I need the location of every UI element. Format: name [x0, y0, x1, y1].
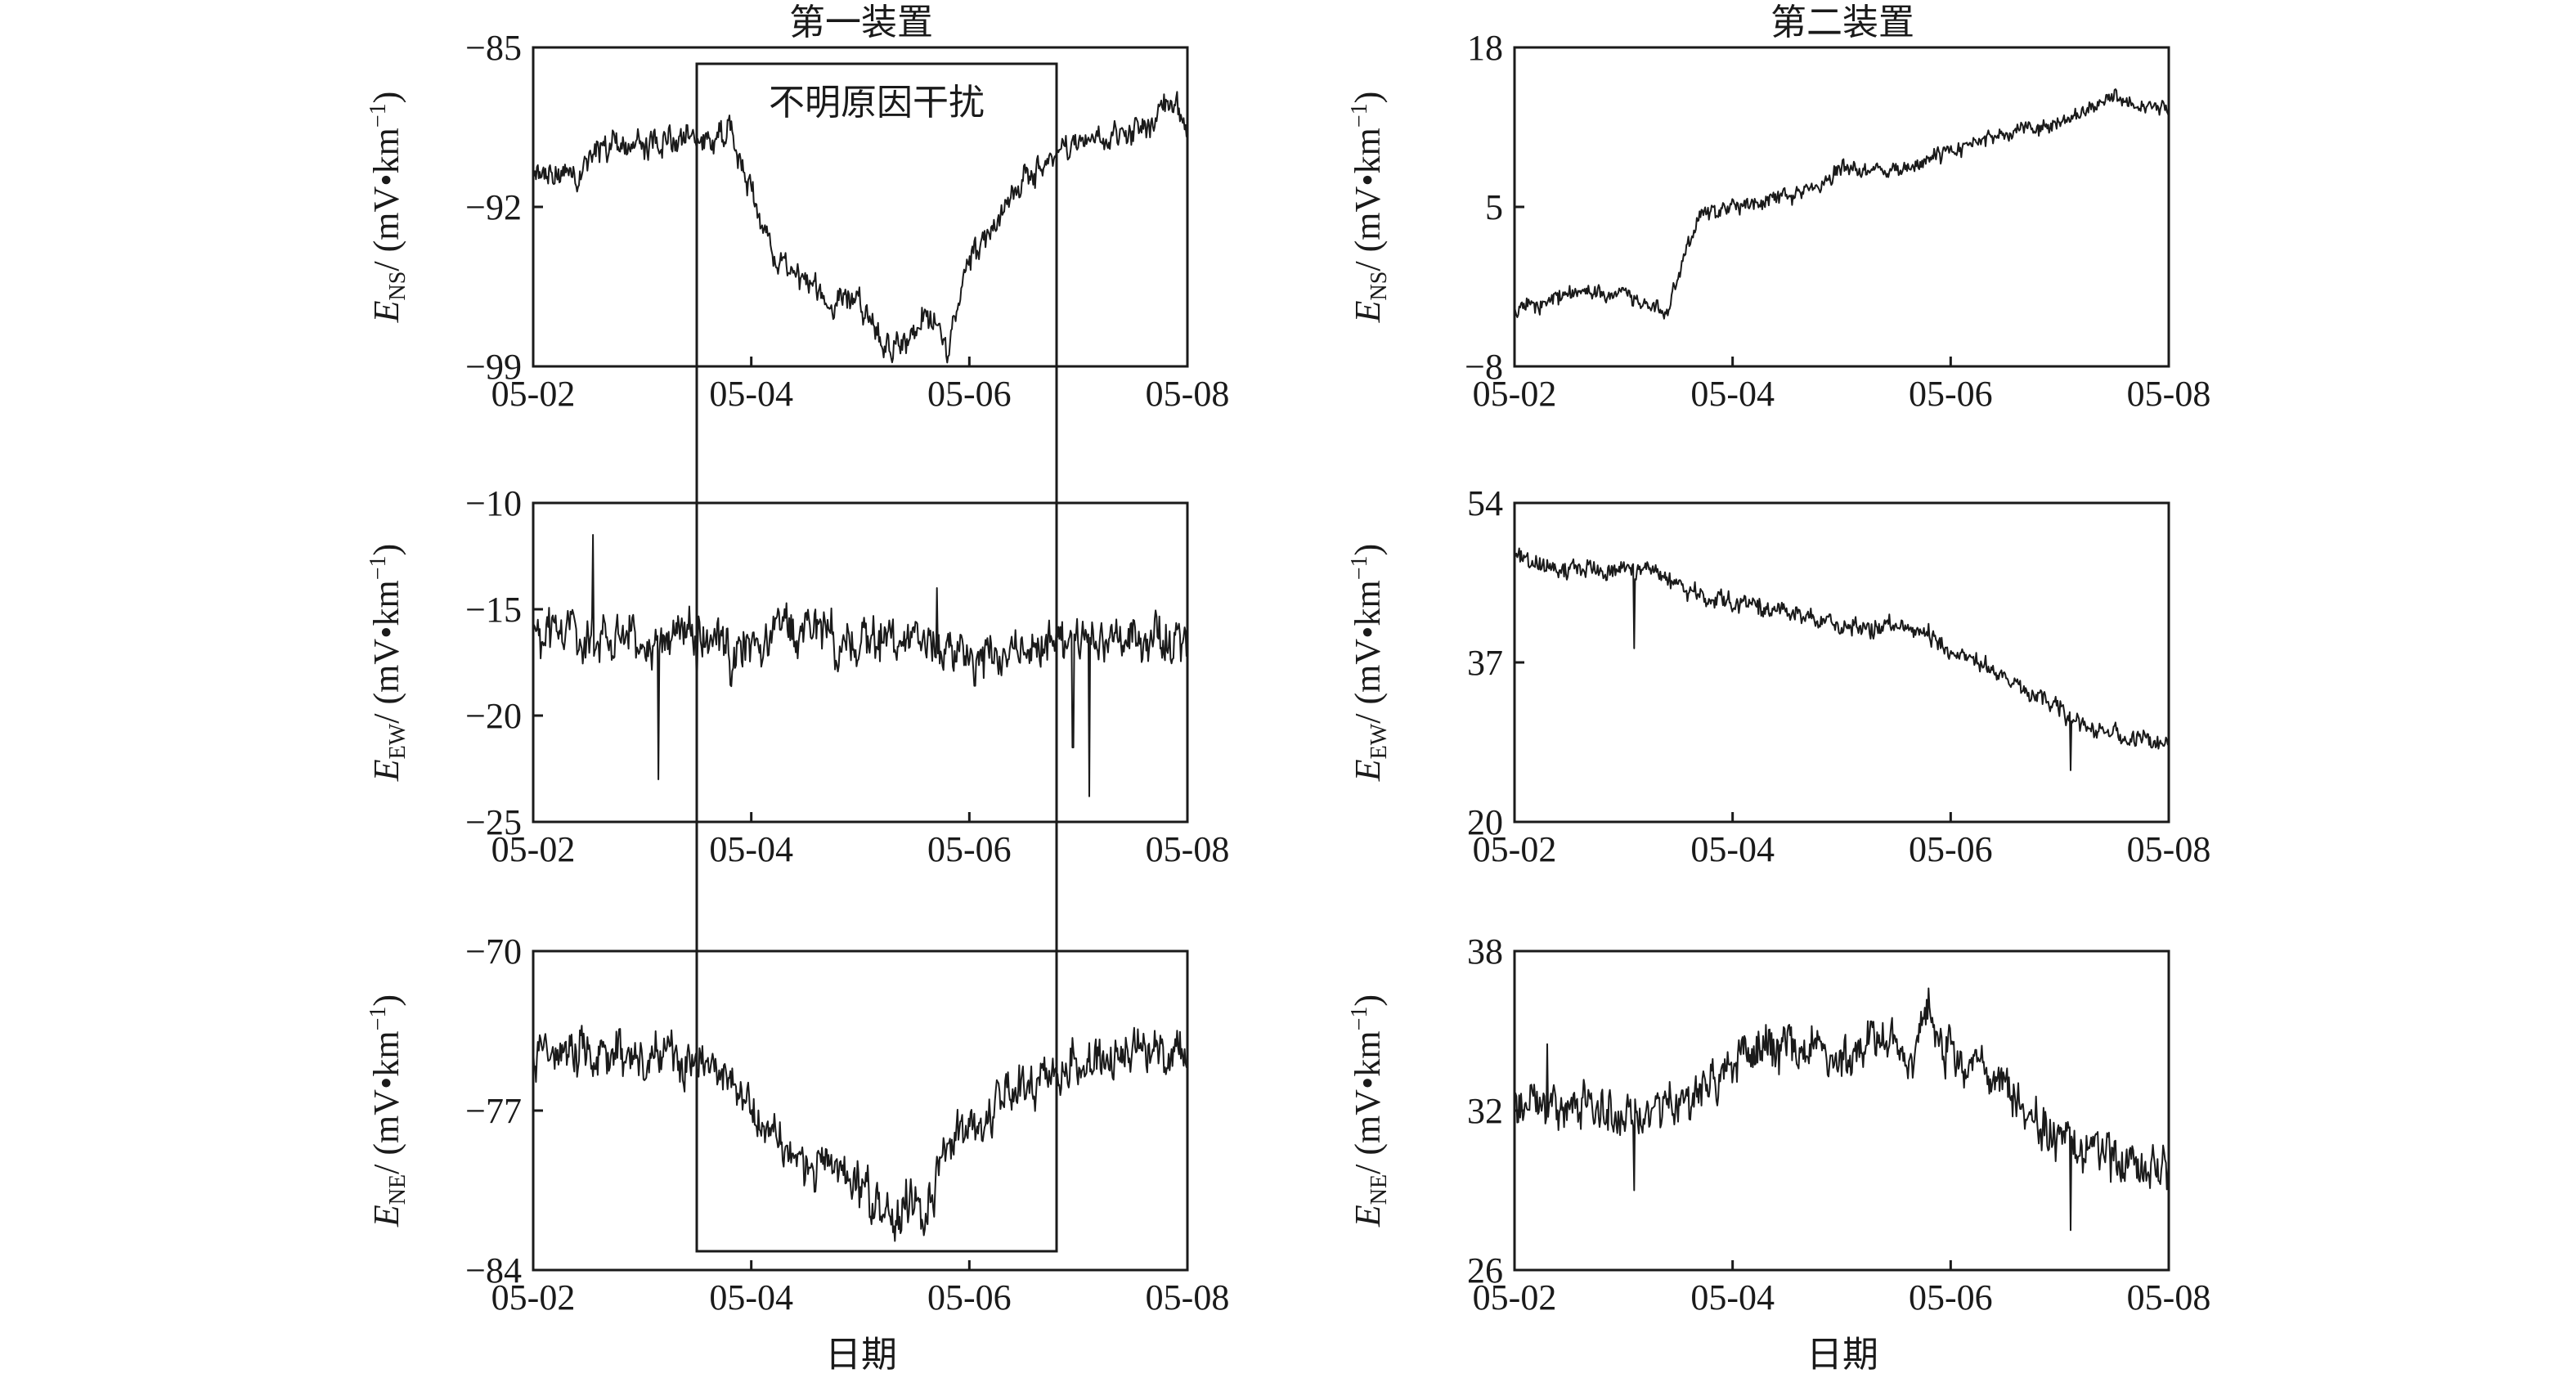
x-tick-label-dev1-ns: 05-06	[927, 374, 1012, 414]
series-line-dev2-ew	[1514, 547, 2170, 771]
column-title-device-1: 第一装置	[789, 2, 933, 43]
x-tick-label-dev1-ew: 05-08	[1146, 829, 1230, 869]
y-axis-label-dev1-ew: EEW/ (mV•km−1)	[366, 544, 411, 782]
x-tick-label-dev2-ew: 05-06	[1909, 829, 1993, 869]
y-tick-label-dev1-ne: −84	[465, 1250, 522, 1290]
y-tick-label-dev1-ew: −25	[465, 802, 522, 842]
x-tick-label-dev2-ew: 05-02	[1473, 829, 1557, 869]
panel-dev2-ns: 18 5 −805-02 05-04 05-06 05-08 ENS/ (mV•km−1)	[1347, 28, 2210, 414]
x-tick-label-dev1-ne: 05-08	[1146, 1277, 1230, 1317]
x-tick-label-dev1-ns: 05-08	[1146, 374, 1230, 414]
x-tick-label-dev1-ns: 05-02	[491, 374, 576, 414]
series-line-dev2-ns	[1514, 88, 2170, 320]
series-line-dev1-ns	[532, 91, 1188, 364]
x-tick-label-dev2-ne: 05-08	[2127, 1277, 2211, 1317]
y-axis-label-dev1-ne: ENE/ (mV•km−1)	[366, 994, 411, 1228]
y-tick-label-dev1-ns: −85	[465, 28, 522, 68]
x-tick-label-dev1-ne: 05-06	[927, 1277, 1012, 1317]
y-tick-label-dev2-ns: 18	[1467, 28, 1503, 68]
y-tick-label-dev1-ns: −99	[465, 347, 522, 387]
y-tick-label-dev2-ew: 20	[1467, 802, 1503, 842]
plot-frame-dev2-ew	[1513, 501, 2170, 824]
x-tick-label-dev1-ne: 05-02	[491, 1277, 576, 1317]
x-axis-label-device-1: 日期	[825, 1334, 897, 1376]
x-tick-label-dev2-ns: 05-02	[1473, 374, 1557, 414]
x-tick-label-dev1-ns: 05-04	[709, 374, 793, 414]
plot-frame-dev2-ns	[1513, 46, 2170, 368]
y-axis-label-dev1-ns: ENS/ (mV•km−1)	[366, 92, 411, 324]
x-tick-label-dev2-ne: 05-02	[1473, 1277, 1557, 1317]
x-tick-label-dev2-ns: 05-08	[2127, 374, 2211, 414]
plot-frame-dev1-ew	[532, 501, 1189, 824]
plot-frame-dev1-ne	[532, 949, 1189, 1272]
y-axis-label-dev2-ns: ENS/ (mV•km−1)	[1347, 92, 1392, 324]
series-line-dev2-ne	[1514, 987, 2170, 1232]
y-tick-label-dev2-ew: 54	[1467, 483, 1503, 523]
y-tick-label-dev2-ne: 32	[1467, 1091, 1503, 1131]
y-tick-label-dev2-ne: 38	[1467, 931, 1503, 972]
x-tick-label-dev1-ew: 05-04	[709, 829, 793, 869]
x-tick-label-dev2-ne: 05-04	[1690, 1277, 1775, 1317]
y-tick-label-dev1-ew: −10	[465, 483, 522, 523]
y-tick-label-dev1-ns: −92	[465, 187, 522, 227]
series-line-dev1-ne	[532, 1025, 1188, 1242]
x-tick-label-dev2-ns: 05-04	[1690, 374, 1775, 414]
x-tick-label-dev1-ew: 05-06	[927, 829, 1012, 869]
x-tick-label-dev2-ew: 05-08	[2127, 829, 2211, 869]
x-tick-label-dev1-ew: 05-02	[491, 829, 576, 869]
column-title-device-2: 第二装置	[1770, 2, 1914, 43]
x-tick-label-dev2-ns: 05-06	[1909, 374, 1993, 414]
interference-label: 不明原因干扰	[769, 82, 985, 123]
series-line-dev1-ew	[532, 534, 1188, 797]
interference-highlight-box	[695, 62, 1058, 1253]
x-tick-label-dev1-ne: 05-04	[709, 1277, 793, 1317]
x-axis-label-device-2: 日期	[1806, 1334, 1878, 1376]
x-tick-label-dev2-ne: 05-06	[1909, 1277, 1993, 1317]
y-tick-label-dev1-ew: −20	[465, 696, 522, 736]
y-tick-label-dev1-ne: −70	[465, 931, 522, 972]
y-tick-label-dev2-ew: 37	[1467, 643, 1503, 683]
y-tick-label-dev2-ns: −8	[1465, 347, 1503, 387]
y-axis-label-dev2-ne: ENE/ (mV•km−1)	[1347, 994, 1392, 1228]
y-tick-label-dev2-ne: 26	[1467, 1250, 1503, 1290]
y-tick-label-dev1-ne: −77	[465, 1091, 522, 1131]
x-tick-label-dev2-ew: 05-04	[1690, 829, 1775, 869]
y-axis-label-dev2-ew: EEW/ (mV•km−1)	[1347, 544, 1392, 782]
y-tick-label-dev2-ns: 5	[1485, 187, 1503, 227]
y-tick-label-dev1-ew: −15	[465, 590, 522, 630]
